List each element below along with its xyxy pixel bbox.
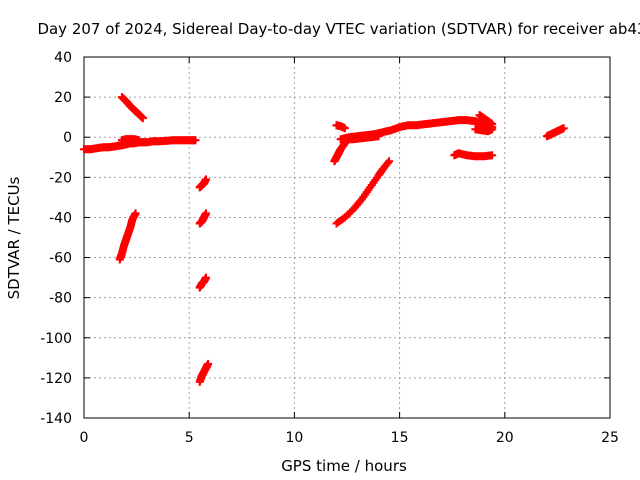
data-points bbox=[80, 93, 568, 386]
series-seg6 bbox=[195, 175, 211, 192]
data-point bbox=[138, 114, 147, 123]
data-point bbox=[340, 124, 349, 133]
series-seg14 bbox=[332, 157, 394, 228]
grid bbox=[84, 57, 610, 418]
data-point bbox=[559, 124, 568, 133]
series-seg4 bbox=[117, 135, 143, 145]
data-point bbox=[374, 132, 383, 141]
series-seg1 bbox=[80, 141, 126, 154]
y-tick-label: -140 bbox=[40, 411, 72, 427]
series-seg13 bbox=[340, 132, 383, 144]
axis-ticks: 0 5 10 15 20 25 -140 -120 -100 -80 -60 -40 -20 0 20 40 bbox=[40, 50, 619, 446]
series-seg10 bbox=[332, 121, 349, 133]
y-tick-label: -60 bbox=[49, 251, 72, 267]
data-point bbox=[488, 151, 497, 160]
data-point bbox=[191, 136, 200, 145]
plot-area bbox=[83, 56, 611, 419]
series-seg8 bbox=[195, 273, 211, 292]
data-point bbox=[488, 125, 497, 134]
data-point bbox=[134, 136, 143, 145]
series-seg3 bbox=[117, 93, 147, 123]
series-seg7 bbox=[195, 209, 211, 228]
x-tick-label: 5 bbox=[185, 430, 194, 446]
y-tick-label: 0 bbox=[63, 130, 72, 146]
x-tick-label: 0 bbox=[80, 430, 89, 446]
y-tick-label: 40 bbox=[54, 50, 72, 66]
series-seg16 bbox=[475, 111, 497, 129]
series-seg17 bbox=[471, 125, 497, 136]
y-tick-label: -40 bbox=[49, 210, 72, 226]
x-tick-label: 25 bbox=[601, 430, 619, 446]
data-point bbox=[383, 158, 392, 167]
chart-title: Day 207 of 2024, Sidereal Day-to-day VTE… bbox=[37, 20, 640, 38]
y-tick-label: -100 bbox=[40, 331, 72, 347]
x-tick-label: 15 bbox=[391, 430, 409, 446]
data-point bbox=[204, 359, 213, 368]
series-seg9 bbox=[195, 359, 213, 386]
x-tick-label: 20 bbox=[496, 430, 514, 446]
y-tick-label: 20 bbox=[54, 90, 72, 106]
data-point bbox=[202, 273, 211, 282]
y-axis-title: SDTVAR / TECUs bbox=[5, 176, 23, 299]
series-seg15 bbox=[450, 149, 497, 161]
data-point bbox=[385, 157, 394, 166]
data-point bbox=[202, 209, 211, 218]
y-tick-label: -120 bbox=[40, 371, 72, 387]
x-axis-title: GPS time / hours bbox=[281, 457, 407, 475]
data-point bbox=[202, 175, 211, 184]
series-seg5 bbox=[115, 209, 140, 264]
x-tick-label: 10 bbox=[285, 430, 303, 446]
series-seg18 bbox=[542, 124, 568, 141]
y-tick-label: -80 bbox=[49, 291, 72, 307]
y-tick-label: -20 bbox=[49, 170, 72, 186]
data-point bbox=[131, 209, 140, 218]
